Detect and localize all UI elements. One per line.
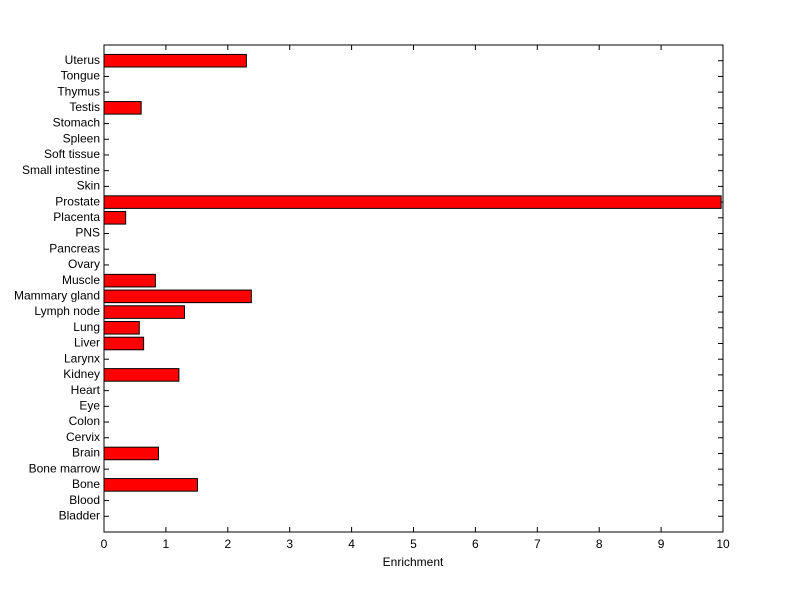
y-tick-label: Soft tissue: [44, 147, 100, 161]
x-tick-label: 3: [286, 537, 293, 551]
y-tick-label: Prostate: [55, 194, 100, 208]
y-tick-label: Mammary gland: [14, 289, 100, 303]
y-tick-label: Placenta: [53, 210, 100, 224]
x-tick-label: 9: [658, 537, 665, 551]
bar: [103, 305, 185, 319]
y-tick-label: Skin: [77, 179, 100, 193]
y-tick-label: Eye: [79, 398, 100, 412]
y-tick-label: Spleen: [63, 131, 100, 145]
bar: [103, 368, 180, 382]
y-tick-label: Larynx: [64, 351, 100, 365]
y-tick-label: Lung: [73, 320, 100, 334]
x-tick-label: 2: [224, 537, 231, 551]
y-tick-label: PNS: [75, 226, 100, 240]
x-tick-label: 1: [163, 537, 170, 551]
x-axis-label: Enrichment: [383, 555, 444, 569]
bar: [103, 211, 127, 225]
y-tick-label: Small intestine: [22, 163, 100, 177]
y-tick-label: Testis: [69, 100, 100, 114]
y-tick-label: Pancreas: [49, 241, 100, 255]
y-tick-label: Blood: [69, 493, 100, 507]
y-tick-label: Tongue: [61, 69, 101, 83]
y-tick-label: Cervix: [66, 430, 100, 444]
x-tick-label: 5: [410, 537, 417, 551]
x-tick-label: 6: [472, 537, 479, 551]
y-tick-label: Colon: [69, 414, 100, 428]
y-tick-label: Stomach: [53, 116, 100, 130]
y-tick-label: Brain: [72, 446, 100, 460]
y-tick-label: Thymus: [57, 84, 100, 98]
y-tick-label: Lymph node: [34, 304, 100, 318]
x-tick-label: 0: [101, 537, 108, 551]
y-tick-label: Ovary: [68, 257, 100, 271]
plot-frame: [103, 44, 724, 533]
bar: [103, 195, 722, 209]
y-tick-label: Kidney: [63, 367, 100, 381]
bar: [103, 478, 198, 492]
bar: [103, 289, 252, 304]
y-tick-label: Bone: [72, 477, 100, 491]
bar: [103, 53, 247, 68]
x-tick-label: 7: [534, 537, 541, 551]
x-tick-label: 10: [716, 537, 730, 551]
y-tick-label: Uterus: [65, 53, 100, 67]
y-tick-label: Muscle: [62, 273, 100, 287]
bar: [103, 101, 142, 115]
x-tick-label: 8: [596, 537, 603, 551]
bar: [103, 336, 145, 351]
x-tick-label: 4: [348, 537, 355, 551]
bar: [103, 446, 159, 461]
bar: [103, 320, 140, 335]
bar: [103, 273, 156, 288]
y-tick-label: Heart: [71, 383, 101, 397]
y-tick-label: Liver: [74, 336, 100, 350]
y-tick-label: Bone marrow: [29, 461, 101, 475]
y-tick-label: Bladder: [59, 508, 100, 522]
